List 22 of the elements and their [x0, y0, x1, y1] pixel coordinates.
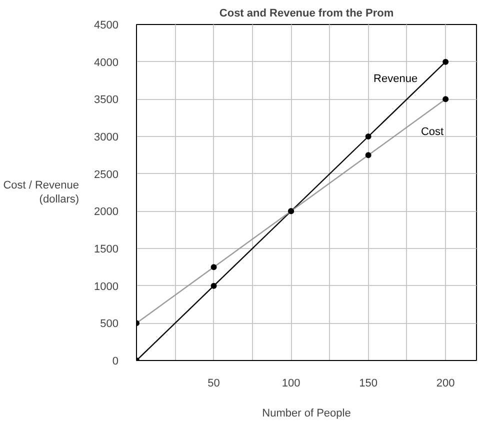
y-tick-label: 2000 [94, 206, 119, 218]
x-tick-label: 200 [436, 378, 455, 390]
x-tick-label: 150 [359, 378, 378, 390]
y-tick-label: 1500 [94, 244, 119, 256]
chart-title: Cost and Revenue from the Prom [219, 8, 394, 20]
y-tick-label: 4000 [94, 56, 119, 69]
y-tick-label: 0 [112, 356, 119, 368]
y-axis-title: Cost / Revenue (dollars) [3, 179, 80, 206]
point [210, 282, 217, 289]
x-tick-label: 100 [282, 378, 300, 390]
y-tick-label: 1000 [94, 280, 119, 293]
series-label: Cost [420, 126, 444, 138]
x-tick-label: 50 [208, 378, 220, 390]
point [365, 134, 372, 140]
y-tick-label: 2500 [94, 168, 119, 181]
x-axis-title: Number of People [262, 408, 351, 420]
y-tick-label: 3500 [94, 94, 119, 106]
series-label: Revenue [374, 72, 418, 85]
y-tick-label: 3000 [94, 132, 119, 144]
y-tick-label: 4500 [94, 20, 119, 32]
point [442, 58, 449, 65]
y-tick-label: 500 [100, 318, 119, 330]
